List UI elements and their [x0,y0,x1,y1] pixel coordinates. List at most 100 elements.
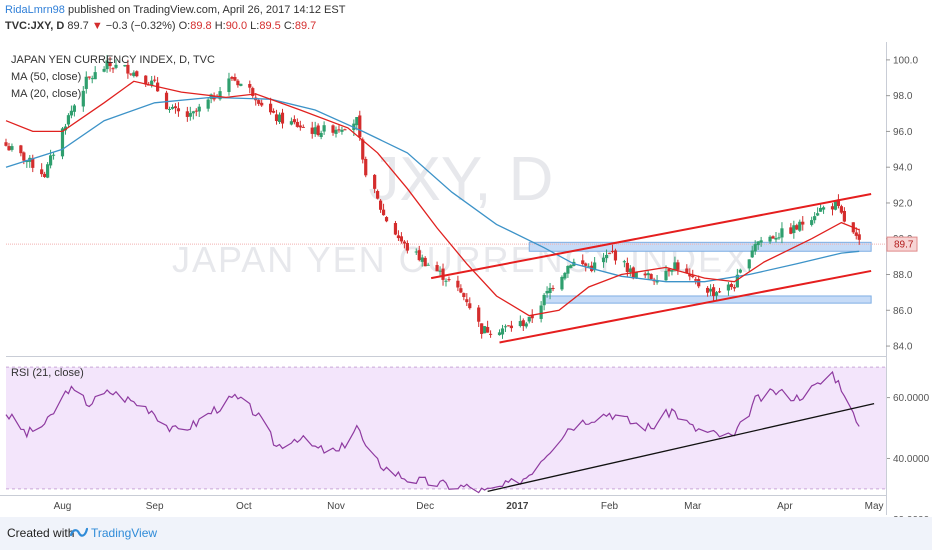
candle-body [298,125,302,128]
candle-body [132,72,136,77]
price-tick-label: 84.0 [893,342,913,353]
candle-body [185,111,189,117]
candle-body [833,201,838,210]
published-text: published on TradingView.com, April 26, … [67,4,346,16]
candle-body [459,288,463,293]
candle-body [292,119,296,123]
candle-body [414,251,418,253]
candle-body [756,241,760,246]
candle-body [566,265,570,274]
candle-body [584,263,588,266]
candle-body [816,213,820,216]
high-label: H: [214,20,226,32]
low-label: L: [250,20,260,32]
candle-body [423,257,427,267]
candle-body [750,250,754,258]
candle-body [509,325,514,329]
candle-body [277,114,282,122]
candle-body [706,287,710,293]
time-tick-label: Feb [601,501,619,512]
candle-body [521,320,525,326]
candle-body [316,125,320,135]
candle-body [355,117,359,126]
candle-body [31,158,35,168]
candle-body [230,77,234,79]
price-label-box [886,236,918,252]
candle-body [4,142,8,146]
candle-body [447,279,451,281]
price-tick-label: 94.0 [893,163,913,174]
candle-body [774,237,778,240]
candle-body [545,290,549,294]
candle-body [697,279,701,287]
candle-body [48,155,53,166]
time-tick-label: Apr [777,501,793,512]
candle-body [655,280,659,283]
candle-body [22,152,26,161]
candle-body [488,333,493,335]
candle-body [43,173,47,177]
candle-body [167,108,172,110]
time-tick-label: Oct [236,501,252,512]
candle-body [358,115,362,138]
candle-body [40,169,44,175]
candle-body [483,326,487,334]
time-tick-label: Dec [416,501,434,512]
price-tick-label: 86.0 [893,306,913,317]
candle-body [830,206,835,210]
candle-body [821,207,826,210]
candle-body [176,108,181,112]
candle-body [108,62,112,67]
time-tick-label: Aug [54,501,72,512]
candle-body [19,145,23,154]
time-tick-label: Nov [327,501,345,512]
support-zone-1 [528,241,872,252]
time-tick-label: Mar [684,501,702,512]
candle-body [90,78,94,80]
price-tick-label: 98.0 [893,91,913,102]
candle-body [622,261,626,263]
price-label-text: 89.7 [894,240,914,251]
candle-body [105,60,109,70]
candle-body [694,279,698,281]
candle-body [84,76,88,89]
watermark-symbol: JXY, D [369,145,554,214]
candle-body [801,221,805,225]
candle-body [337,129,341,131]
candle-body [396,235,401,239]
candle-body [123,65,127,67]
down-arrow-icon: ▼ [91,20,103,32]
candle-body [747,259,751,269]
candle-body [233,77,237,81]
candle-body [126,64,130,74]
candle-body [93,72,97,80]
candle-body [313,127,317,135]
candle-body [676,262,680,270]
candle-body [51,154,56,156]
candle-body [542,294,546,306]
candle-body [10,146,14,150]
author-link[interactable]: RidaLmrn98 [5,4,65,16]
candle-body [334,129,338,134]
candle-body [708,288,713,292]
rsi-tick-label: 60.0000 [893,393,930,404]
candle-body [87,76,91,78]
candle-body [227,78,231,92]
candle-body [628,268,632,273]
channel-line-1 [430,193,872,280]
candle-body [857,234,861,240]
candle-body [7,146,11,151]
candle-body [587,266,591,268]
ma20-line [5,80,860,317]
tradingview-brand-link[interactable]: TradingView [91,526,158,540]
rsi-trendline [487,403,875,492]
candle-body [759,240,763,243]
candle-body [135,71,139,77]
price-tick-label: 88.0 [893,270,913,281]
time-tick-label: May [865,501,884,512]
candle-body [164,92,169,110]
candle-body [456,280,460,288]
candle-body [441,268,445,280]
candle-body [560,276,564,290]
